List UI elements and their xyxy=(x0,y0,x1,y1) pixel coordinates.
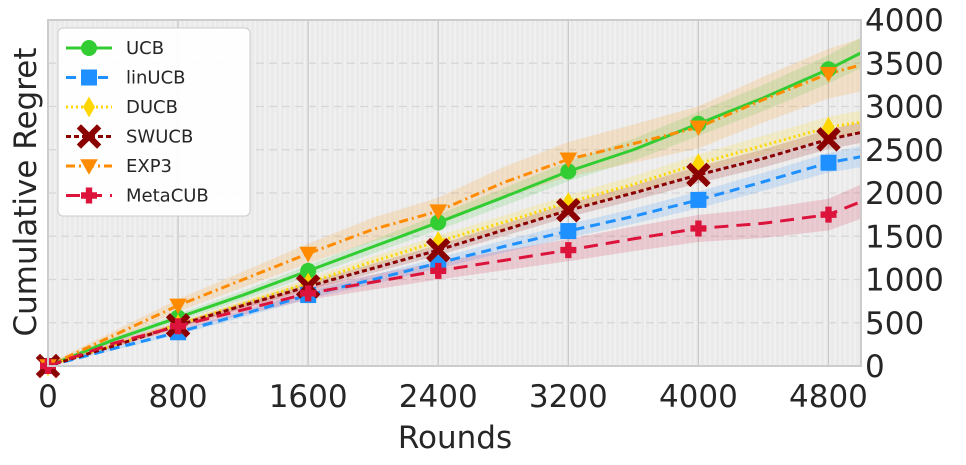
marker-exp3 xyxy=(559,152,578,169)
marker-linucb xyxy=(690,191,707,208)
legend-item-ducb: DUCB xyxy=(66,96,178,118)
legend-item-ucb: UCB xyxy=(66,38,164,59)
legend-marker xyxy=(81,187,98,204)
marker-exp3 xyxy=(429,204,448,220)
plot-frame xyxy=(47,19,862,367)
marker-metacub xyxy=(820,206,837,223)
legend-label: SWUCB xyxy=(126,127,193,148)
x-axis-title: Rounds xyxy=(398,420,512,456)
x-stroke xyxy=(76,124,102,149)
band-ducb xyxy=(48,110,861,366)
legend-marker xyxy=(76,124,102,149)
legend-marker xyxy=(81,69,97,86)
marker-swucb xyxy=(686,162,711,188)
y-tick-label: 500 xyxy=(865,306,924,342)
x-tick-label: 1600 xyxy=(269,379,348,415)
legend-label: UCB xyxy=(126,38,164,59)
marker-swucb xyxy=(816,127,841,152)
band-metacub xyxy=(48,184,861,366)
marker-metacub xyxy=(430,262,447,279)
y-tick-label: 1500 xyxy=(865,219,944,255)
marker-exp3 xyxy=(819,66,838,83)
x-tick-label: 800 xyxy=(148,379,207,415)
marker-ucb xyxy=(430,214,447,231)
marker-linucb xyxy=(820,154,837,171)
x-stroke xyxy=(816,127,841,152)
x-tick-labels: 0 800 1600 2400 3200 4000 4800 xyxy=(38,379,868,415)
x-tick-label: 2400 xyxy=(399,379,478,415)
legend-label: MetaCUB xyxy=(126,186,209,207)
x-tick-label: 4800 xyxy=(789,379,868,415)
x-stroke xyxy=(686,162,711,188)
legend-marker xyxy=(81,40,97,56)
legend-marker xyxy=(80,159,98,175)
legend-label: DUCB xyxy=(126,97,178,118)
marker-exp3 xyxy=(689,120,708,137)
marker-swucb xyxy=(556,198,581,223)
marker-ducb xyxy=(822,116,835,138)
line-linucb xyxy=(47,155,862,368)
y-tick-labels: 0 500 1000 1500 2000 2500 3000 3500 4000 xyxy=(865,3,944,385)
legend-label: EXP3 xyxy=(126,156,172,177)
line-ucb xyxy=(47,51,862,368)
marker-metacub xyxy=(170,318,187,335)
marker-ucb xyxy=(560,163,577,180)
legend: UCB linUCB DUCB SWUCB EXP3 MetaCUB xyxy=(57,27,251,217)
series-markers xyxy=(35,61,841,379)
marker-ucb xyxy=(300,262,317,279)
legend-box xyxy=(57,27,251,217)
band-exp3 xyxy=(48,38,861,366)
y-tick-label: 3000 xyxy=(865,90,944,126)
x-tick-label: 0 xyxy=(38,379,58,415)
series-lines xyxy=(47,51,862,368)
legend-item-swucb: SWUCB xyxy=(66,124,193,149)
y-tick-label: 0 xyxy=(865,349,885,385)
legend-item-linucb: linUCB xyxy=(66,68,186,89)
y-axis-title: Cumulative Regret xyxy=(8,48,44,337)
marker-metacub xyxy=(300,285,317,302)
x-stroke xyxy=(425,237,451,263)
legend-item-metacub: MetaCUB xyxy=(66,186,209,207)
line-swucb xyxy=(47,130,862,368)
x-tick-label: 3200 xyxy=(529,379,608,415)
y-tick-label: 4000 xyxy=(865,3,944,39)
marker-ducb xyxy=(692,153,705,174)
y-tick-label: 2000 xyxy=(865,176,944,212)
legend-label: linUCB xyxy=(126,68,186,89)
marker-metacub xyxy=(690,220,707,237)
legend-item-exp3: EXP3 xyxy=(66,156,172,177)
legend-marker xyxy=(83,96,95,118)
marker-linucb xyxy=(560,223,577,240)
y-tick-label: 3500 xyxy=(865,46,944,82)
y-tick-label: 1000 xyxy=(865,263,944,299)
marker-exp3 xyxy=(299,246,317,263)
marker-exp3 xyxy=(169,298,187,315)
x-stroke xyxy=(556,198,581,223)
marker-swucb xyxy=(425,237,451,263)
marker-metacub xyxy=(560,242,577,259)
y-tick-label: 2500 xyxy=(865,133,944,169)
x-tick-label: 4000 xyxy=(659,379,738,415)
line-exp3 xyxy=(47,63,862,368)
